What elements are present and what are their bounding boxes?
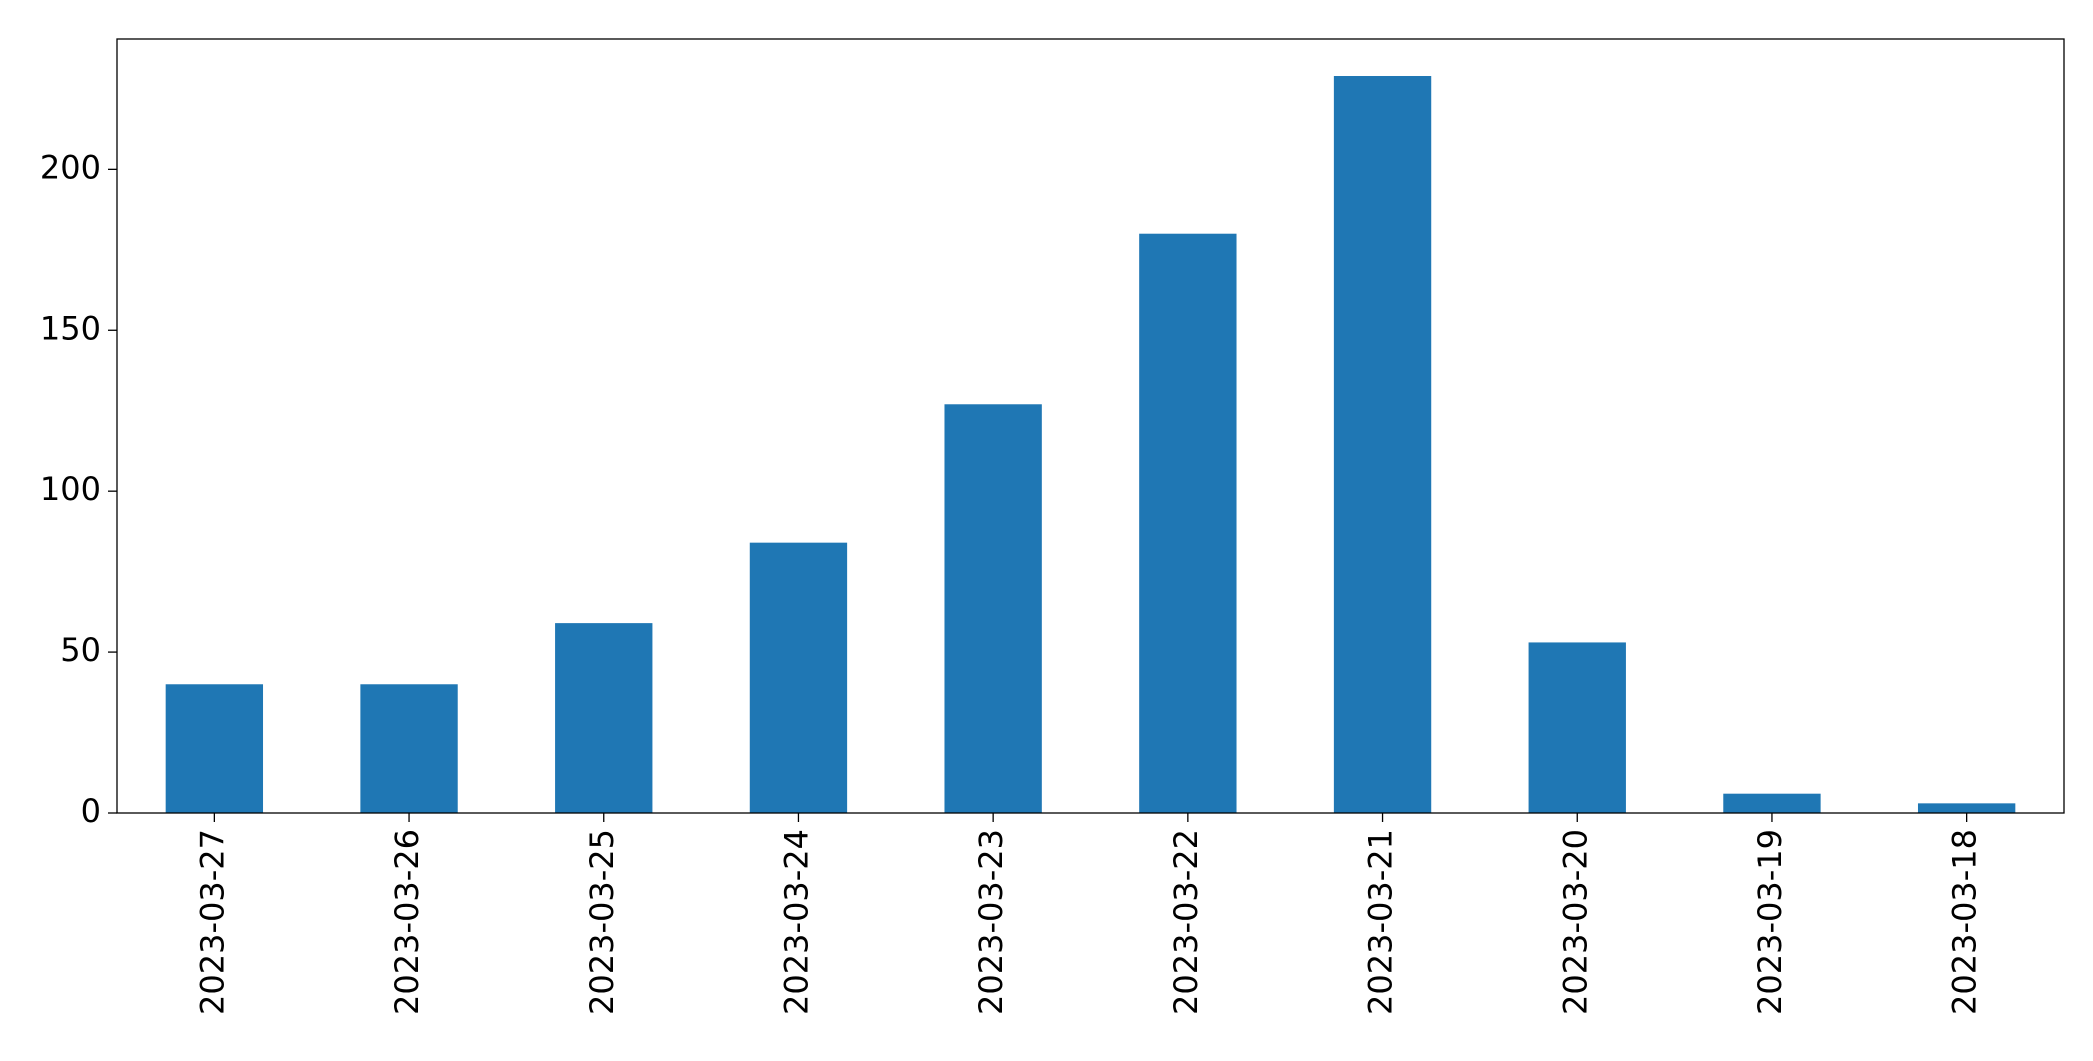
plot-frame [116,38,2065,814]
y-tick-label: 0 [81,792,101,830]
x-tick-label: 2023-03-23 [972,829,1010,1015]
x-tick-label: 2023-03-24 [777,829,815,1015]
bar [165,684,264,813]
bar [1139,233,1237,814]
x-tick-label: 2023-03-25 [583,829,621,1015]
y-tick-label: 50 [60,631,101,669]
bar [1723,793,1821,813]
x-tick-label: 2023-03-20 [1556,829,1594,1015]
x-tick-label: 2023-03-22 [1167,829,1205,1015]
bar [944,404,1042,813]
x-tick-label: 2023-03-21 [1362,829,1400,1015]
bar [1917,803,2016,813]
bar [1528,642,1626,813]
bar [360,684,458,813]
x-tick-label: 2023-03-19 [1751,829,1789,1015]
bar [749,542,848,813]
bar [555,623,653,813]
x-tick-label: 2023-03-18 [1946,829,1984,1015]
x-tick-label: 2023-03-27 [193,829,231,1015]
y-tick-label: 200 [40,148,101,186]
x-tick-label: 2023-03-26 [388,829,426,1015]
y-tick-label: 100 [40,470,101,508]
y-tick-label: 150 [40,309,101,347]
bar [1333,76,1432,814]
